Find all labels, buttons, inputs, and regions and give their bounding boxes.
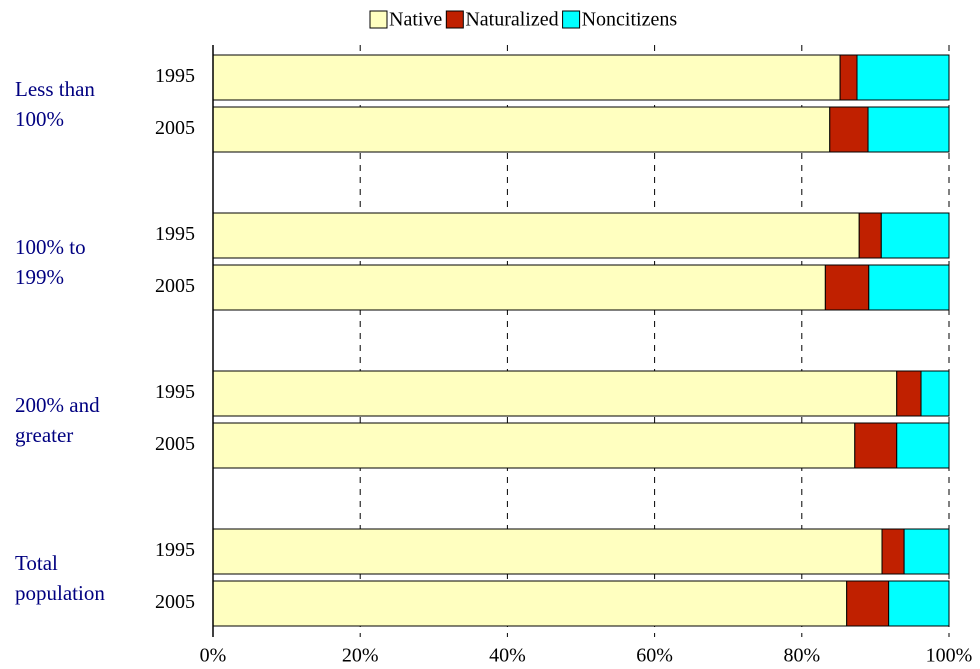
bar-segment <box>212 264 826 311</box>
x-tick-label: 0% <box>200 645 227 667</box>
bar-segment <box>920 370 950 417</box>
bars <box>212 54 950 627</box>
bar-segment <box>212 422 856 469</box>
y-tick-label: 1995 <box>155 539 195 561</box>
bar-segment <box>867 106 950 153</box>
x-tick-label: 40% <box>489 645 526 667</box>
bar-segment <box>212 370 898 417</box>
y-tick-label: 2005 <box>155 117 195 139</box>
bar-segment <box>212 106 831 153</box>
legend-label: Naturalized <box>465 9 558 31</box>
x-tick-label: 100% <box>926 645 973 667</box>
bar-segment <box>903 528 950 575</box>
group-label: 200% and greater <box>15 392 100 447</box>
bar-segment <box>896 370 922 417</box>
bar-segment <box>881 528 905 575</box>
y-tick-label: 1995 <box>155 65 195 87</box>
bar-segment <box>854 422 898 469</box>
bar-segment <box>212 580 848 627</box>
bar-segment <box>212 212 860 259</box>
group-label: Total population <box>15 550 105 605</box>
bar-segment <box>212 528 883 575</box>
legend-label: Noncitizens <box>582 9 678 31</box>
bar-segment <box>888 580 950 627</box>
bar-segment <box>896 422 950 469</box>
bar-segment <box>824 264 870 311</box>
legend-swatch <box>369 10 388 29</box>
group-label: Less than 100% <box>15 76 95 131</box>
x-tick-label: 60% <box>636 645 673 667</box>
bar-segment <box>829 106 869 153</box>
y-tick-label: 1995 <box>155 381 195 403</box>
legend-swatch <box>562 10 581 29</box>
group-label: 100% to 199% <box>15 234 86 289</box>
y-tick-label: 1995 <box>155 223 195 245</box>
x-tick-label: 20% <box>342 645 379 667</box>
x-tick-label: 80% <box>783 645 820 667</box>
legend-label: Native <box>389 9 442 31</box>
y-tick-label: 2005 <box>155 275 195 297</box>
bar-segment <box>880 212 950 259</box>
y-tick-label: 2005 <box>155 433 195 455</box>
bar-segment <box>856 54 950 101</box>
bar-segment <box>858 212 882 259</box>
bar-segment <box>868 264 950 311</box>
bar-segment <box>839 54 858 101</box>
bar-segment <box>212 54 841 101</box>
legend-swatch <box>445 10 464 29</box>
bar-segment <box>846 580 890 627</box>
y-tick-label: 2005 <box>155 591 195 613</box>
